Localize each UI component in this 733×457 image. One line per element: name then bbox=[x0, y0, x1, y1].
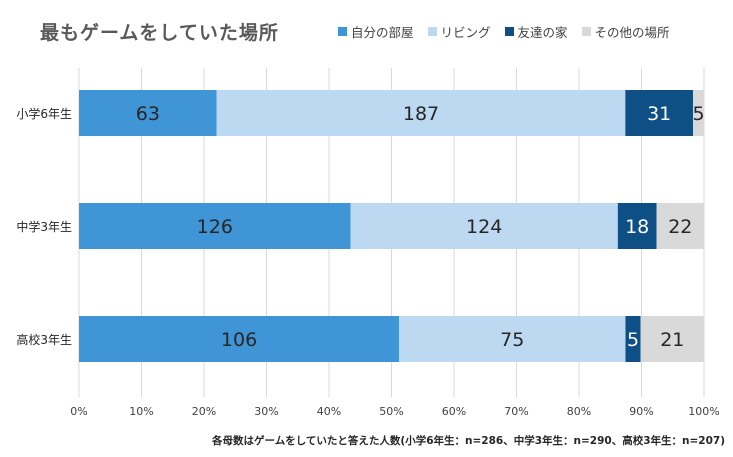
x-tick-label: 10% bbox=[129, 405, 153, 418]
data-label: 5 bbox=[627, 329, 639, 351]
x-tick-label: 0% bbox=[70, 405, 87, 418]
data-label: 187 bbox=[403, 103, 439, 125]
bar-segment bbox=[656, 203, 704, 249]
bar-segment bbox=[399, 316, 626, 362]
x-tick-label: 80% bbox=[567, 405, 591, 418]
bar-segment bbox=[350, 203, 618, 249]
data-label: 31 bbox=[647, 103, 671, 125]
data-label: 21 bbox=[660, 329, 684, 351]
x-tick-label: 30% bbox=[254, 405, 278, 418]
x-tick-label: 60% bbox=[442, 405, 466, 418]
legend-item-living: リビング bbox=[427, 22, 491, 41]
x-tick-label: 90% bbox=[629, 405, 653, 418]
x-tick-label: 50% bbox=[379, 405, 403, 418]
data-label: 106 bbox=[221, 329, 257, 351]
x-tick-label: 40% bbox=[317, 405, 341, 418]
x-tick-label: 100% bbox=[688, 405, 719, 418]
legend-item-other: その他の場所 bbox=[581, 22, 670, 41]
data-label: 5 bbox=[692, 103, 704, 125]
bar-segment bbox=[79, 316, 400, 362]
data-label: 75 bbox=[500, 329, 524, 351]
category-label: 高校3年生 bbox=[16, 332, 72, 347]
bar-segment bbox=[216, 90, 626, 136]
x-tick-label: 70% bbox=[504, 405, 528, 418]
category-label: 中学3年生 bbox=[16, 219, 72, 234]
legend-swatch bbox=[338, 27, 347, 36]
legend-swatch bbox=[427, 27, 437, 36]
data-label: 22 bbox=[668, 216, 692, 238]
legend-label: 友達の家 bbox=[517, 25, 568, 40]
legend-swatch bbox=[581, 27, 591, 36]
data-label: 124 bbox=[466, 216, 502, 238]
data-label: 18 bbox=[625, 216, 649, 238]
bar-segment bbox=[79, 203, 351, 249]
category-label: 小学6年生 bbox=[16, 106, 72, 121]
legend-label: リビング bbox=[440, 25, 491, 40]
legend-item-own-room: 自分の部屋 bbox=[338, 22, 414, 41]
data-label: 126 bbox=[197, 216, 233, 238]
data-label: 63 bbox=[136, 103, 160, 125]
bar-segment bbox=[625, 90, 694, 136]
bar-segment bbox=[625, 316, 641, 362]
bar-segment bbox=[693, 90, 704, 136]
legend-swatch bbox=[504, 27, 514, 36]
bar-segment bbox=[79, 90, 217, 136]
legend-label: 自分の部屋 bbox=[351, 25, 414, 40]
legend-item-friends-house: 友達の家 bbox=[504, 22, 568, 41]
legend: 自分の部屋 リビング 友達の家 その他の場所 bbox=[338, 22, 670, 41]
chart-title: 最もゲームをしていた場所 bbox=[40, 22, 279, 44]
footnote: 各母数はゲームをしていたと答えた人数(小学6年生：n=286、中学3年生：n=2… bbox=[212, 435, 725, 447]
bar-segment bbox=[640, 316, 704, 362]
bar-segment bbox=[617, 203, 657, 249]
x-tick-label: 20% bbox=[192, 405, 216, 418]
legend-label: その他の場所 bbox=[594, 25, 670, 40]
